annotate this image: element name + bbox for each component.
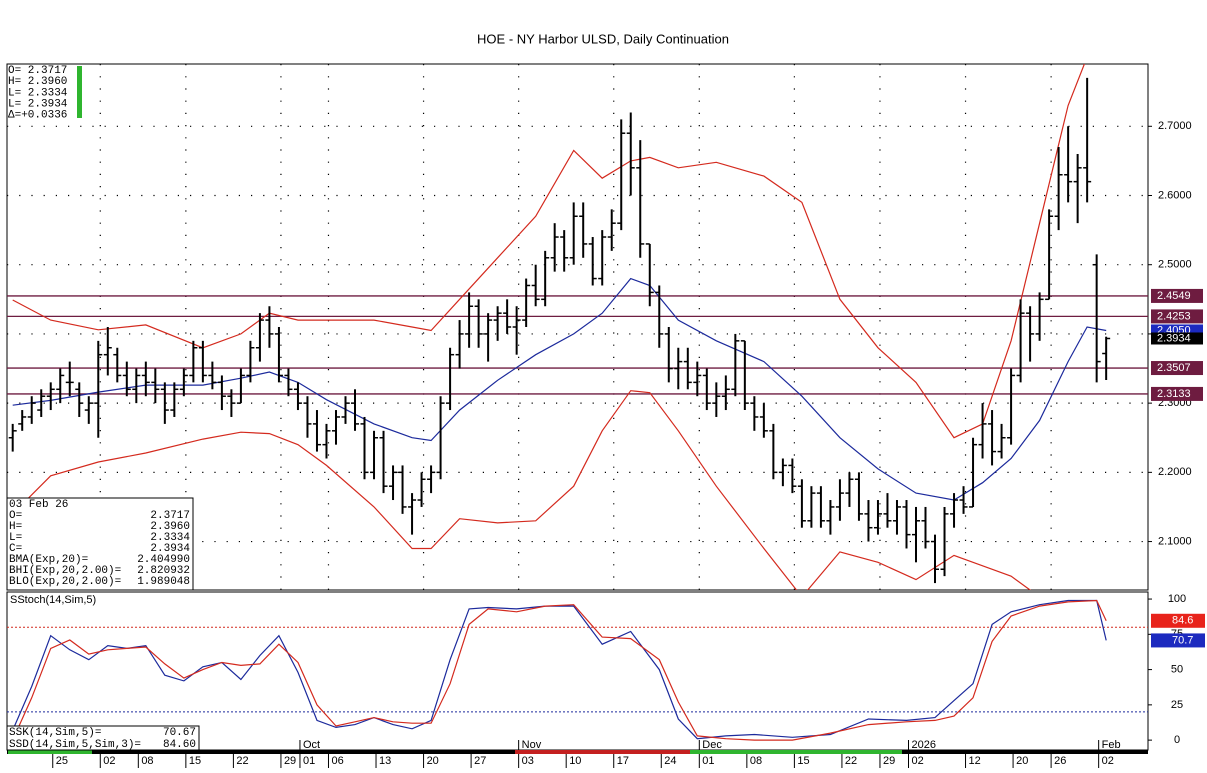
last-value-label: 84.6 (1172, 615, 1193, 627)
stoch-readout: SSK(14,Sim,5)= 70.67 SSD(14,Sim,5,Sim,3)= 8… (6, 725, 200, 751)
quote-line: L= 2.3934 (8, 99, 68, 111)
x-tick-label: 15 (189, 755, 201, 767)
levels (7, 295, 1148, 395)
quote-line: O= 2.3717 (8, 65, 67, 77)
x-tick-label: 08 (750, 755, 762, 767)
quote-line: L= 2.3334 (8, 87, 68, 99)
x-tick-label: 13 (379, 755, 391, 767)
bars (8, 77, 1111, 584)
stoch-readout-label: SSK(14,Sim,5)= (9, 727, 101, 739)
data-window-box (6, 497, 194, 591)
month-label: Nov (522, 739, 542, 751)
level-label: 2.4253 (1157, 310, 1191, 322)
stoch-readout-value: 70.67 (163, 727, 196, 739)
last-value-label: 2.3934 (1157, 332, 1191, 344)
quote-line: Δ=+0.0336 (8, 110, 67, 122)
x-tick-label: 24 (664, 755, 676, 767)
data-window-label: BLO(Exp,20,2.00)= (9, 576, 121, 588)
month-label: 2026 (911, 739, 935, 751)
last-value-box (1151, 332, 1203, 345)
last-value-box (1151, 613, 1205, 628)
data-window-value: 2.3934 (150, 543, 190, 555)
y-tick-label: 0 (1174, 734, 1180, 746)
data-window-label: O= (9, 510, 22, 522)
data-window-label: H= (9, 521, 22, 533)
stoch-readout-label: SSD(14,Sim,5,Sim,3)= (9, 739, 141, 751)
data-window-label: L= (9, 532, 22, 544)
strip-green (690, 750, 902, 754)
level-label: 2.4549 (1157, 290, 1191, 302)
x-tick-label: 06 (331, 755, 343, 767)
data-window-value: 2.3960 (150, 521, 190, 533)
data-window-label: C= (9, 543, 22, 555)
y-tick-label: 25 (1171, 699, 1183, 711)
data-window: 03 Feb 26 O= 2.3717 H= 2.3960 L= 2.3334 C= 2.39… (6, 497, 194, 591)
stoch-line (12, 599, 1107, 741)
x-tick-label: 02 (911, 755, 923, 767)
strip-red (515, 750, 690, 754)
level-label: 2.3133 (1157, 388, 1191, 400)
data-window-value: 2.3334 (150, 532, 190, 544)
data-window-label: BHI(Exp,20,2.00)= (9, 565, 121, 577)
y-tick-label: 2.7000 (1158, 120, 1192, 132)
y-tick-label: 2.1000 (1158, 535, 1192, 547)
data-window-value: 2.404990 (137, 554, 190, 566)
x-tick-label: 20 (427, 755, 439, 767)
data-window-date: 03 Feb 26 (9, 499, 68, 511)
x-tick-label: 22 (236, 755, 248, 767)
x-tick-label: 10 (569, 755, 581, 767)
x-tick-label: 02 (1102, 755, 1114, 767)
strip-green (8, 750, 92, 754)
x-tick-label: 22 (845, 755, 857, 767)
date-strip (7, 750, 1148, 754)
x-tick-label: 02 (103, 755, 115, 767)
price-panel (6, 63, 1149, 591)
level-label: 2.3507 (1157, 362, 1191, 374)
data-window-value: 1.989048 (137, 576, 190, 588)
quote-line: H= 2.3960 (8, 76, 67, 88)
y-tick-label: 50 (1171, 663, 1183, 675)
level-box (1151, 386, 1203, 401)
level-box (1151, 309, 1203, 324)
x-tick-label: 25 (56, 755, 68, 767)
x-tick-label: 17 (617, 755, 629, 767)
data-window-label: BMA(Exp,20)= (9, 554, 88, 566)
y-tick-label: 2.6000 (1158, 189, 1192, 201)
stoch-title: SStoch(14,Sim,5) (10, 594, 96, 606)
y-tick-label: 2.5000 (1158, 259, 1192, 271)
last-value-box (1151, 633, 1205, 648)
x-tick-label: 15 (797, 755, 809, 767)
x-tick-label: 26 (1054, 755, 1066, 767)
last-value-label: 70.7 (1172, 634, 1193, 646)
stoch-readout-box (6, 725, 200, 751)
level-box (1151, 361, 1203, 376)
chart-title: HOE - NY Harbor ULSD, Daily Continuation (477, 31, 729, 46)
level-box (1151, 288, 1203, 303)
y-tick-label: 100 (1168, 593, 1186, 605)
month-label: Feb (1102, 739, 1121, 751)
x-tick-label: 29 (883, 755, 895, 767)
month-label: Dec (702, 739, 722, 751)
data-window-value: 2.3717 (150, 510, 190, 522)
y-tick-label: 2.2000 (1158, 466, 1192, 478)
x-tick-label: 27 (474, 755, 486, 767)
x-tick-label: 29 (284, 755, 296, 767)
x-tick-label: 01 (303, 755, 315, 767)
stoch-readout-value: 84.60 (163, 739, 196, 751)
month-label: Oct (303, 739, 320, 751)
x-tick-label: 20 (1016, 755, 1028, 767)
quote-indicator (77, 66, 82, 118)
band-line (12, 64, 1086, 439)
axes: 2.10002.20002.30002.40002.50002.60002.70… (52, 120, 1205, 768)
data-window-value: 2.820932 (137, 565, 190, 577)
stoch-lines (12, 599, 1107, 741)
stoch-line (12, 599, 1107, 740)
band-line (12, 390, 1032, 590)
x-tick-label: 12 (969, 755, 981, 767)
x-tick-label: 08 (141, 755, 153, 767)
x-tick-label: 03 (522, 755, 534, 767)
x-tick-label: 01 (702, 755, 714, 767)
